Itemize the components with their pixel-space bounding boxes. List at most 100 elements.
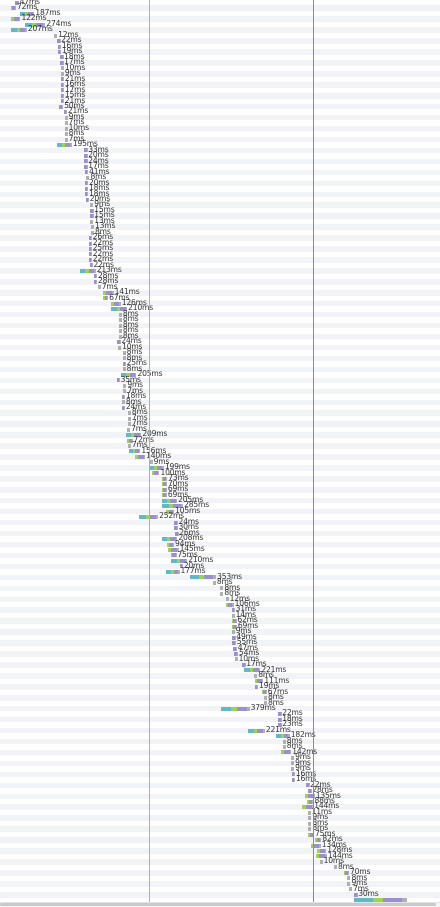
timing-bar[interactable] xyxy=(84,153,88,158)
request-row[interactable]: 144ms xyxy=(0,851,440,860)
request-row[interactable]: 17ms xyxy=(0,161,440,170)
timing-bar[interactable] xyxy=(343,870,349,875)
request-row[interactable]: 21ms xyxy=(0,96,440,105)
request-row[interactable]: 7ms xyxy=(0,440,440,449)
timing-bar[interactable] xyxy=(103,296,109,301)
request-row[interactable]: 7ms xyxy=(0,282,440,291)
request-row[interactable]: 17ms xyxy=(0,659,440,668)
request-row[interactable]: 23ms xyxy=(0,719,440,728)
request-row[interactable]: 15ms xyxy=(0,90,440,99)
request-row[interactable]: 21ms xyxy=(0,106,440,115)
timing-bar[interactable] xyxy=(84,170,89,175)
request-row[interactable]: 16ms xyxy=(0,774,440,783)
request-row[interactable]: 18ms xyxy=(0,714,440,723)
timing-bar[interactable] xyxy=(134,454,146,459)
request-row[interactable]: 8ms xyxy=(0,325,440,334)
request-row[interactable]: 67ms xyxy=(0,687,440,696)
request-row[interactable]: 41ms xyxy=(0,167,440,176)
request-row[interactable]: 73ms xyxy=(0,473,440,482)
request-row[interactable]: 18ms xyxy=(0,391,440,400)
timing-bar[interactable] xyxy=(347,876,351,881)
timing-bar[interactable] xyxy=(333,865,337,870)
request-row[interactable]: 22ms xyxy=(0,249,440,258)
request-row[interactable]: 19ms xyxy=(0,46,440,55)
timing-bar[interactable] xyxy=(212,580,216,585)
request-row[interactable]: 187ms xyxy=(0,8,440,17)
request-row[interactable]: 10ms xyxy=(0,63,440,72)
timing-bar[interactable] xyxy=(161,476,168,481)
request-row[interactable]: 31ms xyxy=(0,604,440,613)
request-row[interactable]: 26ms xyxy=(0,528,440,537)
timing-bar[interactable] xyxy=(278,717,282,722)
request-row[interactable]: 144ms xyxy=(0,801,440,810)
request-row[interactable]: 11ms xyxy=(0,807,440,816)
timing-bar[interactable] xyxy=(225,602,234,607)
request-row[interactable]: 208ms xyxy=(0,533,440,542)
request-row[interactable]: 285ms xyxy=(0,500,440,509)
request-row[interactable]: 252ms xyxy=(0,511,440,520)
request-row[interactable]: 72ms xyxy=(0,435,440,444)
timing-bar[interactable] xyxy=(60,93,64,98)
timing-bar[interactable] xyxy=(118,345,122,350)
request-row[interactable]: 8ms xyxy=(0,583,440,592)
timing-bar[interactable] xyxy=(90,219,94,224)
timing-bar[interactable] xyxy=(174,520,178,525)
request-row[interactable]: 9ms xyxy=(0,68,440,77)
timing-bar[interactable] xyxy=(278,712,282,717)
timing-bar[interactable] xyxy=(127,416,131,421)
request-row[interactable]: 22ms xyxy=(0,260,440,269)
timing-bar[interactable] xyxy=(233,651,238,656)
timing-bar[interactable] xyxy=(91,225,94,230)
request-row[interactable]: 182ms xyxy=(0,730,440,739)
timing-bar[interactable] xyxy=(127,438,133,443)
request-row[interactable]: 25ms xyxy=(0,243,440,252)
timing-bar[interactable] xyxy=(291,766,295,771)
request-row[interactable]: 207ms xyxy=(0,24,440,33)
timing-bar[interactable] xyxy=(128,449,141,454)
timing-bar[interactable] xyxy=(254,684,258,689)
timing-bar[interactable] xyxy=(84,148,88,153)
request-row[interactable]: 18ms xyxy=(0,52,440,61)
timing-bar[interactable] xyxy=(125,433,142,438)
request-row[interactable]: 72ms xyxy=(0,2,440,11)
request-row[interactable]: 25ms xyxy=(0,358,440,367)
request-row[interactable] xyxy=(0,898,440,903)
timing-bar[interactable] xyxy=(90,208,94,213)
request-row[interactable]: 26ms xyxy=(0,232,440,241)
request-row[interactable]: 55ms xyxy=(0,637,440,646)
request-row[interactable]: 22ms xyxy=(0,238,440,247)
timing-bar[interactable] xyxy=(306,783,310,788)
request-row[interactable]: 8ms xyxy=(0,862,440,871)
request-row[interactable]: 67ms xyxy=(0,293,440,302)
timing-bar[interactable] xyxy=(225,597,229,602)
request-row[interactable]: 10ms xyxy=(0,123,440,132)
timing-bar[interactable] xyxy=(149,460,153,465)
request-row[interactable]: 379ms xyxy=(0,703,440,712)
request-row[interactable]: 22ms xyxy=(0,254,440,263)
timing-bar[interactable] xyxy=(248,728,265,733)
timing-bar[interactable] xyxy=(121,394,125,399)
request-row[interactable]: 7ms xyxy=(0,884,440,893)
timing-bar[interactable] xyxy=(347,881,351,886)
request-row[interactable]: 9ms xyxy=(0,199,440,208)
timing-bar[interactable] xyxy=(89,263,93,268)
timing-bar[interactable] xyxy=(264,695,267,700)
request-row[interactable]: 8ms xyxy=(0,692,440,701)
request-row[interactable]: 213ms xyxy=(0,265,440,274)
request-row[interactable]: 28ms xyxy=(0,276,440,285)
timing-bar[interactable] xyxy=(127,427,131,432)
timing-bar[interactable] xyxy=(243,668,261,673)
request-row[interactable]: 7ms xyxy=(0,134,440,143)
request-row[interactable]: 17ms xyxy=(0,85,440,94)
timing-bar[interactable] xyxy=(220,591,224,596)
timing-bar[interactable] xyxy=(118,334,122,339)
timing-bar[interactable] xyxy=(148,465,164,470)
timing-bar[interactable] xyxy=(24,22,46,27)
timing-bar[interactable] xyxy=(231,624,237,629)
timing-bar[interactable] xyxy=(116,378,120,383)
request-row[interactable]: 16ms xyxy=(0,41,440,50)
timing-bar[interactable] xyxy=(118,323,122,328)
request-row[interactable]: 20ms xyxy=(0,561,440,570)
request-row[interactable]: 205ms xyxy=(0,495,440,504)
request-row[interactable]: 9ms xyxy=(0,752,440,761)
